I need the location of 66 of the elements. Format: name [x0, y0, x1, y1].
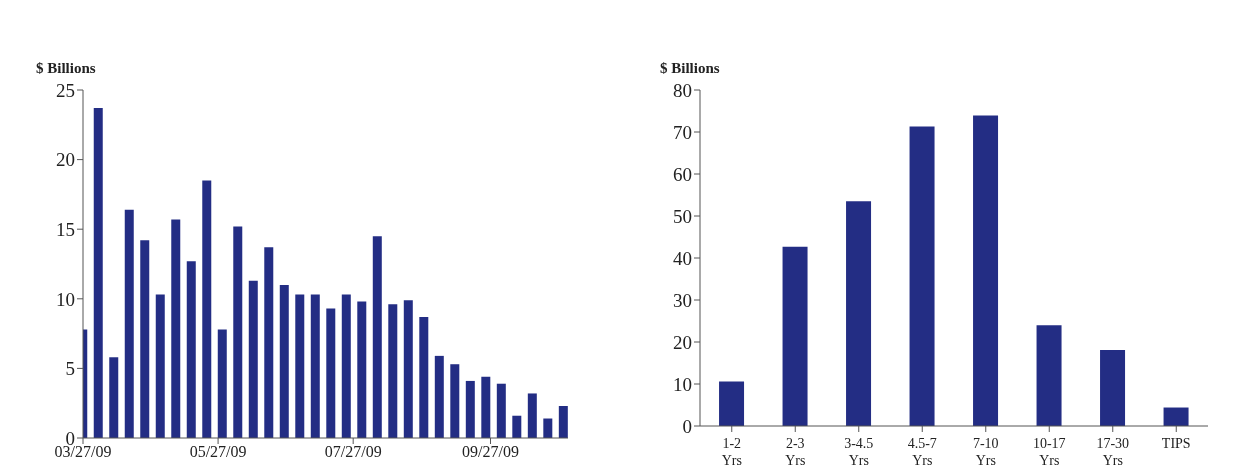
bar — [465, 380, 475, 438]
bar — [388, 304, 398, 438]
y-tick-label: 10 — [673, 373, 692, 395]
bar — [279, 284, 289, 438]
bar — [341, 294, 351, 438]
y-tick-label: 40 — [673, 247, 692, 269]
y-tick-label: 70 — [673, 121, 692, 143]
y-tick-label: 20 — [56, 149, 75, 171]
bar — [248, 280, 258, 438]
bar — [217, 329, 227, 438]
bar — [403, 300, 413, 438]
bar — [450, 364, 460, 438]
x-tick-label: 3-4.5 Yrs — [844, 436, 874, 468]
bar — [372, 236, 382, 438]
y-tick-label: 80 — [673, 79, 692, 101]
x-tick-label: 07/27/09 — [324, 443, 382, 461]
bar — [1163, 407, 1189, 426]
x-tick-label: 17-30 Yrs — [1096, 436, 1130, 468]
bar — [782, 246, 808, 426]
bar — [909, 126, 935, 426]
bar — [140, 240, 150, 438]
bar — [434, 355, 444, 438]
bar — [310, 294, 320, 438]
bar — [357, 301, 367, 438]
bar — [481, 376, 491, 438]
bar — [109, 357, 119, 438]
x-tick-label: 10-17 Yrs — [1032, 436, 1066, 468]
y-tick-label: 60 — [673, 163, 692, 185]
x-tick-label: TIPS — [1161, 436, 1191, 451]
bar — [496, 383, 506, 438]
bar — [202, 180, 212, 438]
x-tick-label: 4.5-7 Yrs — [907, 436, 937, 468]
y-axis-title: $ Billions — [36, 60, 96, 77]
bar — [543, 418, 553, 438]
bar — [326, 308, 336, 438]
bar — [419, 316, 429, 438]
y-tick-label: 5 — [65, 358, 75, 380]
y-tick-label: 0 — [682, 415, 692, 437]
y-axis-title: $ Billions — [660, 60, 720, 77]
y-tick-label: 15 — [56, 218, 75, 240]
bar — [719, 381, 745, 426]
y-tick-label: 25 — [56, 79, 75, 101]
x-tick-label: 7-10 Yrs — [972, 436, 999, 468]
bar — [558, 405, 568, 438]
bar — [124, 209, 134, 438]
x-tick-label: 2-3 Yrs — [785, 436, 806, 468]
bar — [233, 226, 243, 438]
bar — [527, 393, 537, 438]
bar — [1100, 349, 1126, 426]
bar — [93, 108, 103, 438]
y-tick-label: 50 — [673, 205, 692, 227]
bar — [186, 261, 196, 438]
bar — [264, 247, 274, 438]
x-tick-label: 05/27/09 — [189, 443, 247, 461]
bar — [512, 415, 522, 438]
x-tick-label: 09/27/09 — [462, 443, 519, 461]
y-tick-label: 30 — [673, 289, 692, 311]
y-tick-label: 10 — [56, 288, 75, 310]
bar — [973, 115, 999, 426]
y-tick-label: 20 — [673, 331, 692, 353]
bar — [155, 294, 165, 438]
bar — [846, 201, 872, 426]
x-tick-label: 1-2 Yrs — [721, 436, 742, 468]
bar — [171, 219, 181, 438]
bar — [295, 294, 305, 438]
bar — [1036, 325, 1062, 426]
